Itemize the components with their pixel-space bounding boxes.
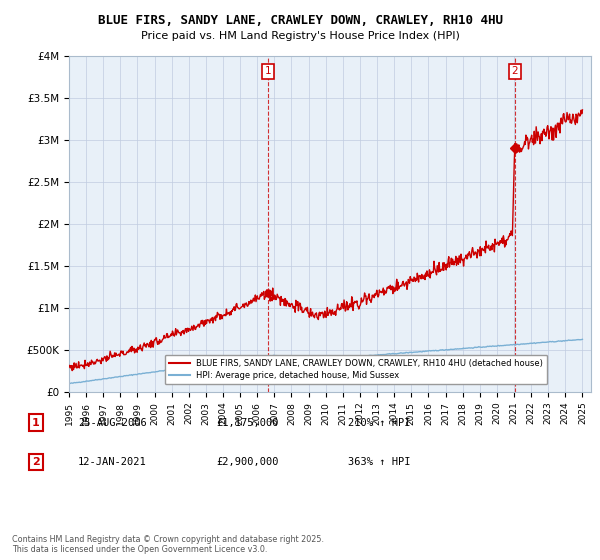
Text: 363% ↑ HPI: 363% ↑ HPI	[348, 457, 410, 467]
Text: 2: 2	[32, 457, 40, 467]
Text: £2,900,000: £2,900,000	[216, 457, 278, 467]
Text: 2: 2	[511, 66, 518, 76]
Text: 25-AUG-2006: 25-AUG-2006	[78, 418, 147, 428]
Text: Price paid vs. HM Land Registry's House Price Index (HPI): Price paid vs. HM Land Registry's House …	[140, 31, 460, 41]
Legend: BLUE FIRS, SANDY LANE, CRAWLEY DOWN, CRAWLEY, RH10 4HU (detached house), HPI: Av: BLUE FIRS, SANDY LANE, CRAWLEY DOWN, CRA…	[165, 355, 547, 385]
Text: £1,175,000: £1,175,000	[216, 418, 278, 428]
Text: 1: 1	[32, 418, 40, 428]
Text: 1: 1	[265, 66, 272, 76]
Text: 210% ↑ HPI: 210% ↑ HPI	[348, 418, 410, 428]
Text: BLUE FIRS, SANDY LANE, CRAWLEY DOWN, CRAWLEY, RH10 4HU: BLUE FIRS, SANDY LANE, CRAWLEY DOWN, CRA…	[97, 14, 503, 27]
Text: Contains HM Land Registry data © Crown copyright and database right 2025.
This d: Contains HM Land Registry data © Crown c…	[12, 535, 324, 554]
Text: 12-JAN-2021: 12-JAN-2021	[78, 457, 147, 467]
